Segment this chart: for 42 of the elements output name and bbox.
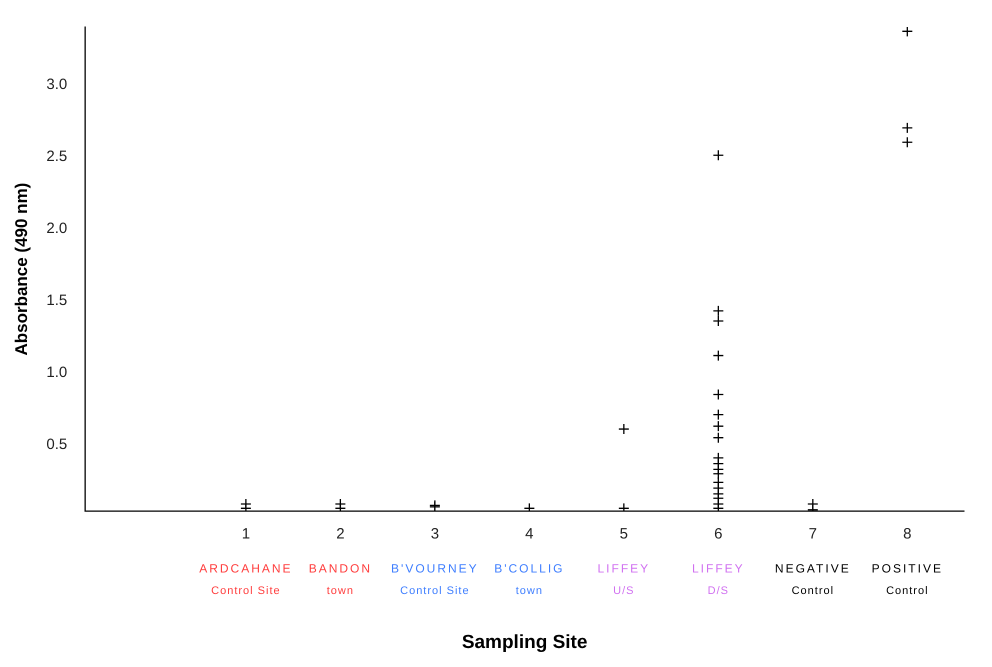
point [712, 420, 724, 432]
y-tick-label: 2.5 [46, 148, 68, 165]
point [712, 409, 724, 420]
point [902, 27, 913, 37]
y-tick-label: 2.0 [46, 220, 68, 237]
y-tick-label: 3.0 [46, 76, 68, 93]
point [712, 315, 724, 327]
x-tick-label: 4 [525, 525, 534, 542]
text: ARDCAHANE Control Site [199, 562, 293, 598]
y-tick-label: 1.0 [46, 364, 68, 381]
point [902, 136, 913, 148]
y-tick-label: 1.5 [46, 292, 68, 309]
y-axis-title: Absorbance (490 nm) [12, 182, 31, 356]
point [712, 502, 724, 512]
x-tick-label: 8 [903, 525, 912, 542]
x-tick-label: 7 [808, 525, 817, 542]
y-tick-label: 0.5 [46, 436, 68, 454]
point [712, 150, 724, 161]
text: NEGATIVE Control [774, 562, 851, 598]
point [712, 432, 724, 444]
x-tick-label: 2 [336, 525, 345, 542]
text: LIFFEY U/S [597, 562, 650, 598]
point [712, 388, 724, 400]
x-axis-title: Sampling Site [462, 632, 588, 653]
x-tick-label: 6 [714, 525, 722, 542]
point [524, 502, 535, 512]
text: LIFFEY D/S [692, 562, 745, 598]
x-tick-label: 3 [430, 525, 440, 542]
text: POSITIVE Control [872, 562, 943, 598]
point [240, 502, 252, 512]
point [712, 350, 724, 362]
point [334, 502, 346, 512]
point [618, 502, 630, 512]
x-tick-label: 1 [242, 525, 250, 542]
text: BANDON town [308, 562, 372, 598]
text: B'VOURNEY Control Site [391, 562, 479, 598]
point [712, 468, 724, 480]
x-tick-label: 5 [620, 525, 628, 542]
point [902, 122, 913, 134]
point [618, 423, 630, 435]
text: B'COLLIG town [494, 562, 565, 598]
point [712, 305, 724, 317]
